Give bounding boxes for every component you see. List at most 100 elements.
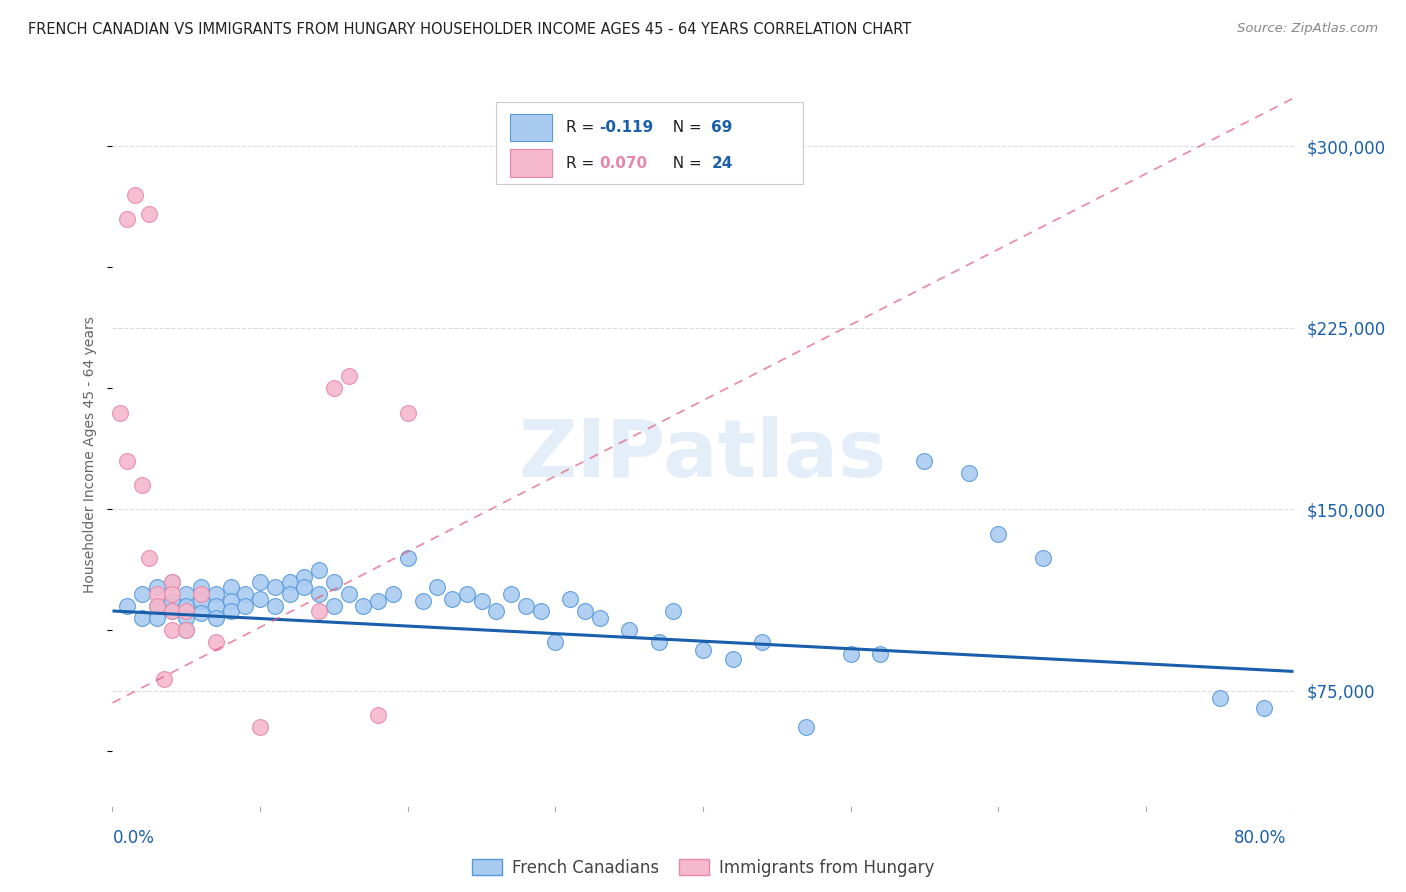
Point (138, 207, 160, 221)
Text: 69: 69 (711, 120, 733, 135)
Point (308, 563, 330, 577)
Point (219, 594, 242, 608)
Point (692, 642, 714, 657)
FancyBboxPatch shape (510, 150, 551, 177)
Point (174, 611, 197, 625)
Point (146, 580, 169, 594)
Point (1032, 550, 1054, 565)
Point (426, 580, 449, 594)
Point (249, 720, 271, 734)
Point (190, 580, 212, 594)
Point (574, 604, 596, 618)
Point (470, 594, 494, 608)
Text: 0.0%: 0.0% (112, 829, 155, 847)
Point (174, 587, 197, 601)
Point (174, 604, 197, 618)
Point (219, 580, 242, 594)
Point (529, 604, 551, 618)
Point (205, 635, 228, 649)
Point (174, 624, 197, 638)
Point (337, 369, 360, 384)
Point (131, 611, 153, 625)
Point (190, 587, 212, 601)
Point (219, 604, 242, 618)
Point (396, 550, 419, 565)
Point (441, 591, 464, 606)
Point (501, 587, 523, 601)
Point (278, 587, 301, 601)
Text: -0.119: -0.119 (599, 120, 654, 135)
Point (264, 580, 287, 594)
Point (146, 599, 169, 613)
Point (323, 599, 346, 613)
Point (323, 574, 346, 589)
Point (382, 587, 405, 601)
Text: Source: ZipAtlas.com: Source: ZipAtlas.com (1237, 22, 1378, 36)
Point (839, 648, 862, 662)
Point (292, 580, 315, 594)
Point (117, 212, 138, 227)
Text: R =: R = (567, 155, 599, 170)
Y-axis label: Householder Income Ages 45 - 64 years: Householder Income Ages 45 - 64 years (83, 317, 97, 593)
Point (1253, 700, 1275, 714)
Point (308, 604, 330, 618)
Point (160, 574, 183, 589)
Point (515, 599, 537, 613)
Point (160, 587, 183, 601)
Point (619, 624, 641, 638)
Point (160, 624, 183, 638)
Point (796, 720, 818, 734)
Point (352, 599, 374, 613)
Point (721, 652, 744, 666)
Text: 24: 24 (711, 155, 733, 170)
Text: R =: R = (567, 120, 599, 135)
Point (957, 466, 980, 480)
Text: ZIPatlas: ZIPatlas (519, 416, 887, 494)
Point (174, 624, 197, 638)
Text: N =: N = (662, 155, 706, 170)
Point (131, 587, 153, 601)
Point (544, 635, 567, 649)
Point (456, 587, 478, 601)
Point (131, 478, 153, 492)
Point (396, 406, 419, 420)
Point (108, 406, 131, 420)
Point (233, 587, 256, 601)
Point (485, 604, 508, 618)
Point (174, 599, 197, 613)
Text: FRENCH CANADIAN VS IMMIGRANTS FROM HUNGARY HOUSEHOLDER INCOME AGES 45 - 64 YEARS: FRENCH CANADIAN VS IMMIGRANTS FROM HUNGA… (28, 22, 911, 37)
Point (190, 594, 212, 608)
Point (205, 599, 228, 613)
Point (751, 635, 773, 649)
Point (205, 611, 228, 625)
Point (367, 594, 389, 608)
Point (160, 604, 183, 618)
Text: 0.070: 0.070 (599, 155, 647, 170)
Point (411, 594, 433, 608)
Text: N =: N = (662, 120, 706, 135)
FancyBboxPatch shape (510, 114, 551, 141)
Point (146, 587, 169, 601)
Point (249, 574, 271, 589)
Point (337, 587, 360, 601)
Point (117, 454, 138, 468)
Point (1208, 691, 1232, 706)
Point (308, 587, 330, 601)
Point (323, 381, 346, 395)
Legend: French Canadians, Immigrants from Hungary: French Canadians, Immigrants from Hungar… (464, 851, 942, 886)
Point (249, 591, 271, 606)
Text: 80.0%: 80.0% (1234, 829, 1286, 847)
Point (146, 599, 169, 613)
Point (153, 672, 176, 686)
Point (869, 648, 891, 662)
Point (914, 454, 936, 468)
Point (662, 604, 685, 618)
Point (205, 587, 228, 601)
Point (278, 574, 301, 589)
Point (138, 550, 160, 565)
Point (647, 635, 671, 649)
Point (558, 591, 582, 606)
Point (264, 599, 287, 613)
Point (987, 526, 1010, 541)
Point (292, 570, 315, 584)
